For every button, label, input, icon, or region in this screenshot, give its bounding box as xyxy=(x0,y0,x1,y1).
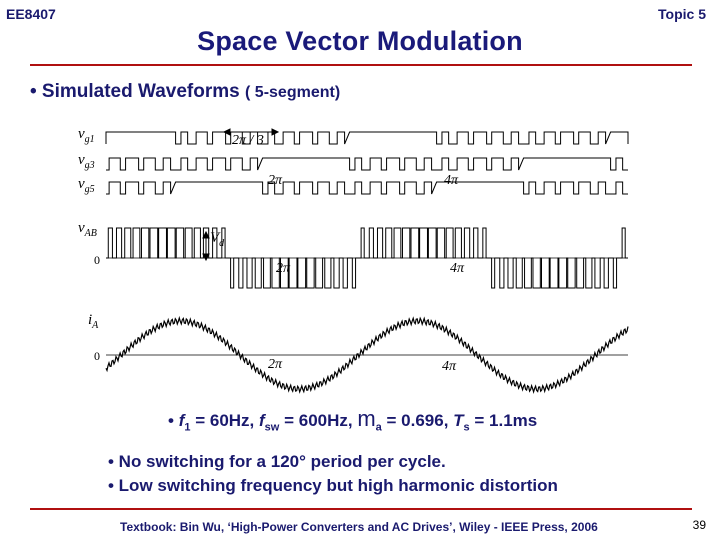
label-vg5: vg5 xyxy=(78,176,95,195)
label-2pi-ia: 2π xyxy=(268,357,283,372)
vg1-waveform xyxy=(105,131,629,145)
label-4pi-vab: 4π xyxy=(450,261,465,276)
f1-sub: 1 xyxy=(184,421,191,434)
note-item: • No switching for a 120° period per cyc… xyxy=(108,452,446,471)
f1-value: = 60Hz, xyxy=(190,411,259,430)
ma-symbol: m xyxy=(357,406,376,431)
f1-symbol: f xyxy=(178,411,185,430)
vab-waveform xyxy=(106,227,628,289)
ts-sub: s xyxy=(463,421,470,434)
label-2pi-gate: 2π xyxy=(268,173,283,188)
ts-value: = 1.1ms xyxy=(469,411,538,430)
label-vg1: vg1 xyxy=(78,126,95,145)
label-2pi-3: 2π / 3 xyxy=(232,133,264,148)
notes-list: • No switching for a 120° period per cyc… xyxy=(108,450,558,498)
ma-sub: a xyxy=(375,421,382,434)
params-bullet: • xyxy=(168,411,174,430)
vg5-waveform xyxy=(106,181,628,195)
title-divider xyxy=(30,64,692,66)
ma-value: = 0.696, xyxy=(381,411,454,430)
footer-divider xyxy=(30,508,692,510)
fsw-symbol: f xyxy=(259,411,265,430)
label-zero-ia: 0 xyxy=(94,349,100,363)
slide-title: Space Vector Modulation xyxy=(197,26,523,56)
label-4pi-ia: 4π xyxy=(442,359,457,374)
page-number: 39 xyxy=(692,518,706,532)
course-code: EE8407 xyxy=(6,6,56,22)
label-zero-vab: 0 xyxy=(94,253,100,267)
label-ia: iA xyxy=(88,312,99,331)
topic-label: Topic 5 xyxy=(658,6,706,22)
note-item: • Low switching frequency but high harmo… xyxy=(108,476,558,495)
fsw-sub: sw xyxy=(264,421,280,434)
vd-arrow xyxy=(202,230,210,262)
main-bullet-text: • Simulated Waveforms xyxy=(30,81,240,102)
label-vab: vAB xyxy=(78,220,97,239)
footer-citation: Textbook: Bin Wu, ‘High-Power Converters… xyxy=(120,520,598,534)
ia-waveform xyxy=(105,315,629,395)
ts-symbol: T xyxy=(453,411,464,430)
parameter-line: • f1 = 60Hz, fsw = 600Hz, ma = 0.696, Ts… xyxy=(168,406,537,433)
fsw-value: = 600Hz, xyxy=(279,411,358,430)
main-bullet-suffix: ( 5-segment) xyxy=(245,84,341,101)
vg3-waveform xyxy=(106,157,628,171)
label-4pi-gate: 4π xyxy=(444,173,459,188)
label-vg3: vg3 xyxy=(78,152,95,171)
main-bullet: • Simulated Waveforms ( 5-segment) xyxy=(30,81,340,103)
waveform-figure: vg1 vg3 vg5 vAB iA Vd 0 0 2π / 3 2π 4π 2… xyxy=(78,126,629,395)
